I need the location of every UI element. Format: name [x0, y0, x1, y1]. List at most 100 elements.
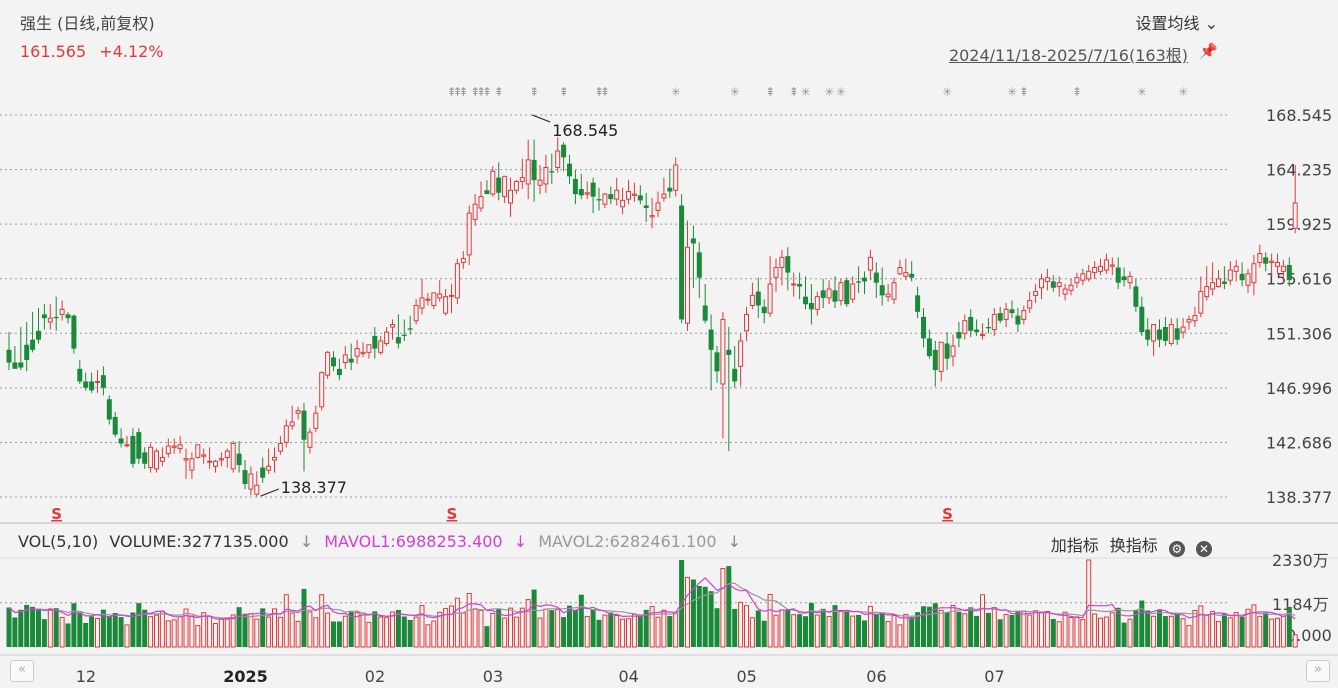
candle-body: [443, 296, 449, 314]
volume-bar: [1233, 612, 1239, 648]
volume-bar: [938, 609, 944, 648]
candle-body: [59, 308, 65, 315]
volume-bar: [649, 606, 655, 648]
volume-bar: [366, 621, 372, 648]
volume-bar: [1151, 615, 1157, 648]
volume-bar: [201, 612, 207, 648]
volume-bar: [832, 605, 838, 647]
candle-body: [1021, 310, 1027, 320]
volume-bar: [207, 615, 213, 648]
down-arrow-icon: ↓: [727, 532, 742, 551]
candle-body: [596, 199, 602, 201]
candle-body: [183, 458, 189, 461]
volume-bar: [785, 609, 791, 647]
volume-bar: [673, 612, 679, 648]
volume-bar: [726, 566, 732, 647]
candle-body: [519, 177, 525, 182]
candle-body: [749, 294, 755, 307]
price-tick-label: 151.306: [1266, 324, 1332, 343]
volume-bar: [384, 617, 390, 648]
volume-bar: [797, 614, 803, 647]
volume-bar: [260, 608, 266, 647]
set-ma-button[interactable]: 设置均线 ⌄: [1135, 14, 1219, 33]
date-range-link[interactable]: 2024/11/18-2025/7/16(163根): [948, 46, 1188, 65]
s-marker-icon: S: [51, 505, 62, 523]
volume-bar: [71, 603, 77, 647]
close-icon[interactable]: ✕: [1196, 541, 1212, 557]
candle-body: [673, 164, 679, 191]
volume-bar: [850, 615, 856, 648]
volume-bar: [65, 623, 71, 647]
volume-bar: [301, 588, 307, 647]
candle-body: [319, 372, 325, 408]
candle-body: [390, 323, 395, 328]
candle-body: [213, 460, 218, 467]
volume-bar: [1257, 615, 1263, 648]
volume-bar: [779, 609, 785, 648]
candle-body: [301, 410, 307, 440]
scroll-left-button[interactable]: «: [10, 660, 34, 682]
volume-bar: [590, 609, 596, 647]
candle-body: [655, 202, 661, 212]
volume-bar: [1133, 610, 1139, 647]
volume-bar: [372, 611, 378, 647]
volume-bar: [696, 585, 702, 647]
volume-bar: [466, 592, 472, 648]
event-marker-icon: ⇞: [559, 85, 569, 99]
candle-body: [1251, 263, 1257, 284]
volume-bar: [962, 613, 968, 648]
volume-bar: [460, 612, 466, 648]
volume-bar: [808, 602, 814, 647]
volume-bar: [1015, 610, 1021, 647]
candle-body: [850, 283, 856, 300]
candle-body: [808, 302, 814, 310]
candle-body: [667, 187, 673, 192]
volume-bar: [195, 625, 201, 648]
candle-body: [584, 192, 590, 195]
volume-bar: [1056, 621, 1062, 648]
volume-bar: [230, 614, 236, 648]
event-marker-icon: ⇞: [447, 85, 457, 99]
scroll-right-button[interactable]: »: [1306, 660, 1330, 682]
candle-body: [921, 316, 926, 339]
volume-bar: [944, 612, 950, 647]
volume-bar: [224, 618, 230, 648]
volume-bar: [1145, 610, 1151, 647]
volume-bar: [236, 607, 242, 647]
candle-body: [702, 305, 708, 321]
candle-body: [366, 344, 372, 353]
add-indicator-button[interactable]: 加指标: [1050, 536, 1099, 555]
volume-bar: [24, 604, 30, 647]
candle-body: [537, 179, 543, 186]
volume-bar: [77, 612, 83, 647]
candle-body: [348, 358, 354, 363]
candle-body: [1210, 282, 1216, 290]
volume-bar: [1115, 607, 1121, 647]
candle-body: [1033, 291, 1039, 296]
volume-bar: [254, 618, 260, 648]
volume-bar: [41, 619, 47, 647]
volume-bar: [95, 617, 100, 648]
volume-bar: [248, 613, 254, 648]
candle-body: [165, 445, 171, 455]
candle-body: [726, 349, 732, 355]
volume-bar: [844, 610, 850, 647]
volume-bar: [655, 616, 661, 648]
volume-bar: [1286, 606, 1292, 647]
volume-bar: [283, 594, 289, 648]
volume-bar: [584, 615, 590, 648]
volume-bar: [272, 608, 277, 648]
switch-indicator-button[interactable]: 换指标: [1109, 536, 1158, 555]
candle-body: [909, 273, 915, 278]
candle-body: [496, 177, 502, 193]
event-marker-icon: ✳: [836, 85, 846, 99]
volume-bar: [47, 608, 53, 648]
volume-bar: [189, 615, 195, 648]
pin-icon[interactable]: 📌: [1199, 42, 1218, 60]
gear-icon[interactable]: ⚙: [1168, 541, 1185, 557]
candle-body: [224, 450, 230, 458]
volume-bar: [620, 618, 626, 648]
candle-body: [454, 263, 460, 299]
candle-body: [950, 345, 956, 357]
candle-body: [631, 193, 637, 196]
